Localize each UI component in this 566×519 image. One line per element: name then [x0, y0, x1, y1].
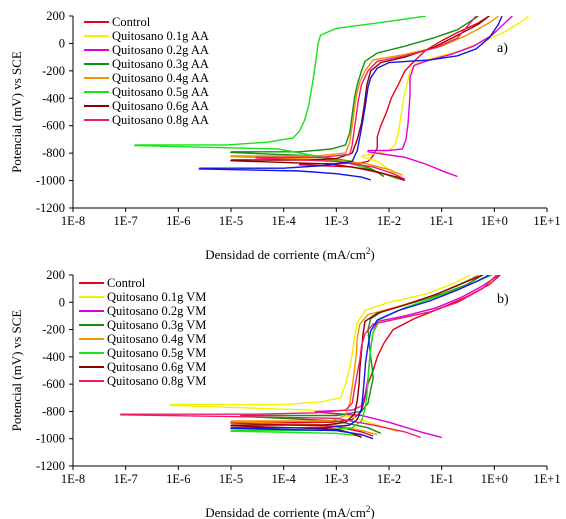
- y-tick-label: -400: [42, 350, 65, 364]
- series-line-quitosano-0-8g-aa-anodic: [256, 16, 477, 158]
- x-axis-title-end: ): [370, 505, 374, 519]
- legend-label: Control: [112, 15, 151, 29]
- series-line-quitosano-0-8g-aa-cathodic: [255, 157, 406, 180]
- series-line-quitosano-0-6g-vm-cathodic: [230, 425, 362, 439]
- x-tick-label: 1E+0: [481, 472, 508, 486]
- legend-label: Quitosano 0.1g VM: [107, 290, 206, 304]
- x-axis-title-end: ): [370, 247, 374, 262]
- x-axis-title: Densidad de corriente (mA/cm2): [205, 504, 374, 519]
- legend-label: Quitosano 0.2g VM: [107, 304, 206, 318]
- series-line-control-anodic: [299, 16, 490, 165]
- x-tick-label: 1E-3: [324, 472, 348, 486]
- y-tick-label: -800: [42, 146, 65, 160]
- legend-label: Quitosano 0.6g AA: [112, 99, 209, 113]
- x-axis-title-sup: 2: [366, 504, 371, 514]
- x-axis-title-sup: 2: [366, 246, 371, 256]
- legend-label: Quitosano 0.8g AA: [112, 113, 209, 127]
- series-line-quitosano-0-6g-aa-anodic: [231, 16, 490, 161]
- x-axis-title-main: Densidad de corriente (mA/cm: [205, 505, 366, 519]
- y-axis-title: Potencial (mV) vs SCE: [9, 310, 24, 432]
- x-tick-label: 1E-7: [114, 472, 138, 486]
- legend-label: Quitosano 0.5g VM: [107, 346, 206, 360]
- series-line-quitosano-0-1g-vm-anodic: [170, 275, 471, 406]
- series-line-unnamed-8-cathodic: [230, 427, 374, 440]
- x-tick-label: 1E-8: [61, 214, 85, 228]
- y-tick-label: 0: [59, 295, 65, 309]
- legend-label: Quitosano 0.6g VM: [107, 360, 206, 374]
- panel-label: b): [497, 292, 509, 307]
- y-tick-label: -1200: [36, 201, 65, 215]
- x-axis-title-main: Densidad de corriente (mA/cm: [205, 247, 366, 262]
- legend-label: Quitosano 0.3g AA: [112, 57, 209, 71]
- series-line-control-anodic: [231, 275, 501, 423]
- x-tick-label: 1E+1: [533, 472, 560, 486]
- y-tick-label: 200: [46, 9, 65, 23]
- x-tick-label: 1E+1: [533, 214, 560, 228]
- series-line-quitosano-0-4g-aa-anodic: [231, 16, 499, 157]
- y-tick-label: -400: [42, 91, 65, 105]
- x-tick-label: 1E-2: [377, 472, 401, 486]
- y-tick-label: 0: [59, 36, 65, 50]
- y-tick-label: 200: [46, 268, 65, 282]
- series-line-quitosano-0-5g-vm-cathodic: [230, 430, 362, 437]
- series-line-quitosano-0-4g-vm-cathodic: [230, 421, 378, 436]
- x-tick-label: 1E-5: [219, 472, 243, 486]
- series-line-quitosano-0-3g-vm-cathodic: [239, 415, 382, 434]
- series-line-quitosano-0-6g-aa-cathodic: [230, 160, 406, 180]
- series-line-quitosano-0-1g-aa-cathodic: [360, 155, 401, 179]
- x-tick-label: 1E-8: [61, 472, 85, 486]
- x-tick-label: 1E-4: [272, 472, 297, 486]
- series-group: [134, 16, 530, 182]
- legend-label: Quitosano 0.2g AA: [112, 43, 209, 57]
- y-tick-label: -600: [42, 377, 65, 391]
- series-line-quitosano-0-5g-aa-anodic: [134, 16, 426, 146]
- x-tick-label: 1E-1: [430, 214, 454, 228]
- x-axis-title: Densidad de corriente (mA/cm2): [205, 246, 374, 262]
- legend-label: Control: [107, 276, 146, 290]
- x-tick-label: 1E-4: [272, 214, 297, 228]
- legend-label: Quitosano 0.3g VM: [107, 318, 206, 332]
- y-tick-label: -1000: [36, 432, 65, 446]
- y-tick-label: -600: [42, 119, 65, 133]
- series-line-quitosano-0-8g-vm-anodic: [120, 275, 497, 415]
- legend-label: Quitosano 0.4g AA: [112, 71, 209, 85]
- series-line-quitosano-0-1g-aa-anodic: [361, 16, 530, 157]
- y-axis-title: Potencial (mV) vs SCE: [9, 51, 24, 173]
- x-tick-label: 1E-2: [377, 214, 401, 228]
- series-line-unnamed-8-anodic: [199, 16, 503, 169]
- x-tick-label: 1E-7: [114, 214, 138, 228]
- legend-label: Quitosano 0.4g VM: [107, 332, 206, 346]
- series-line-quitosano-0-2g-vm-cathodic: [314, 411, 442, 439]
- panel-label: a): [497, 41, 508, 56]
- series-line-quitosano-0-5g-vm-anodic: [231, 275, 493, 432]
- series-group: [119, 275, 501, 440]
- x-tick-label: 1E-6: [166, 472, 190, 486]
- y-tick-label: -800: [42, 404, 65, 418]
- x-tick-label: 1E-5: [219, 214, 243, 228]
- x-tick-label: 1E-6: [166, 214, 190, 228]
- series-line-quitosano-0-2g-aa-cathodic: [367, 150, 458, 178]
- legend-label: Quitosano 0.5g AA: [112, 85, 209, 99]
- series-line-quitosano-0-3g-aa-anodic: [231, 16, 479, 153]
- x-tick-label: 1E-3: [324, 214, 348, 228]
- legend-label: Quitosano 0.1g AA: [112, 29, 209, 43]
- y-tick-label: -200: [42, 323, 65, 337]
- x-tick-label: 1E-1: [430, 472, 454, 486]
- series-line-quitosano-0-2g-aa-anodic: [368, 16, 513, 152]
- y-tick-label: -1000: [36, 174, 65, 188]
- legend-label: Quitosano 0.8g VM: [107, 374, 206, 388]
- y-tick-label: -200: [42, 64, 65, 78]
- series-line-unnamed-8-anodic: [231, 275, 490, 429]
- y-tick-label: -1200: [36, 459, 65, 473]
- x-tick-label: 1E+0: [481, 214, 508, 228]
- series-line-unnamed-8-cathodic: [198, 168, 371, 181]
